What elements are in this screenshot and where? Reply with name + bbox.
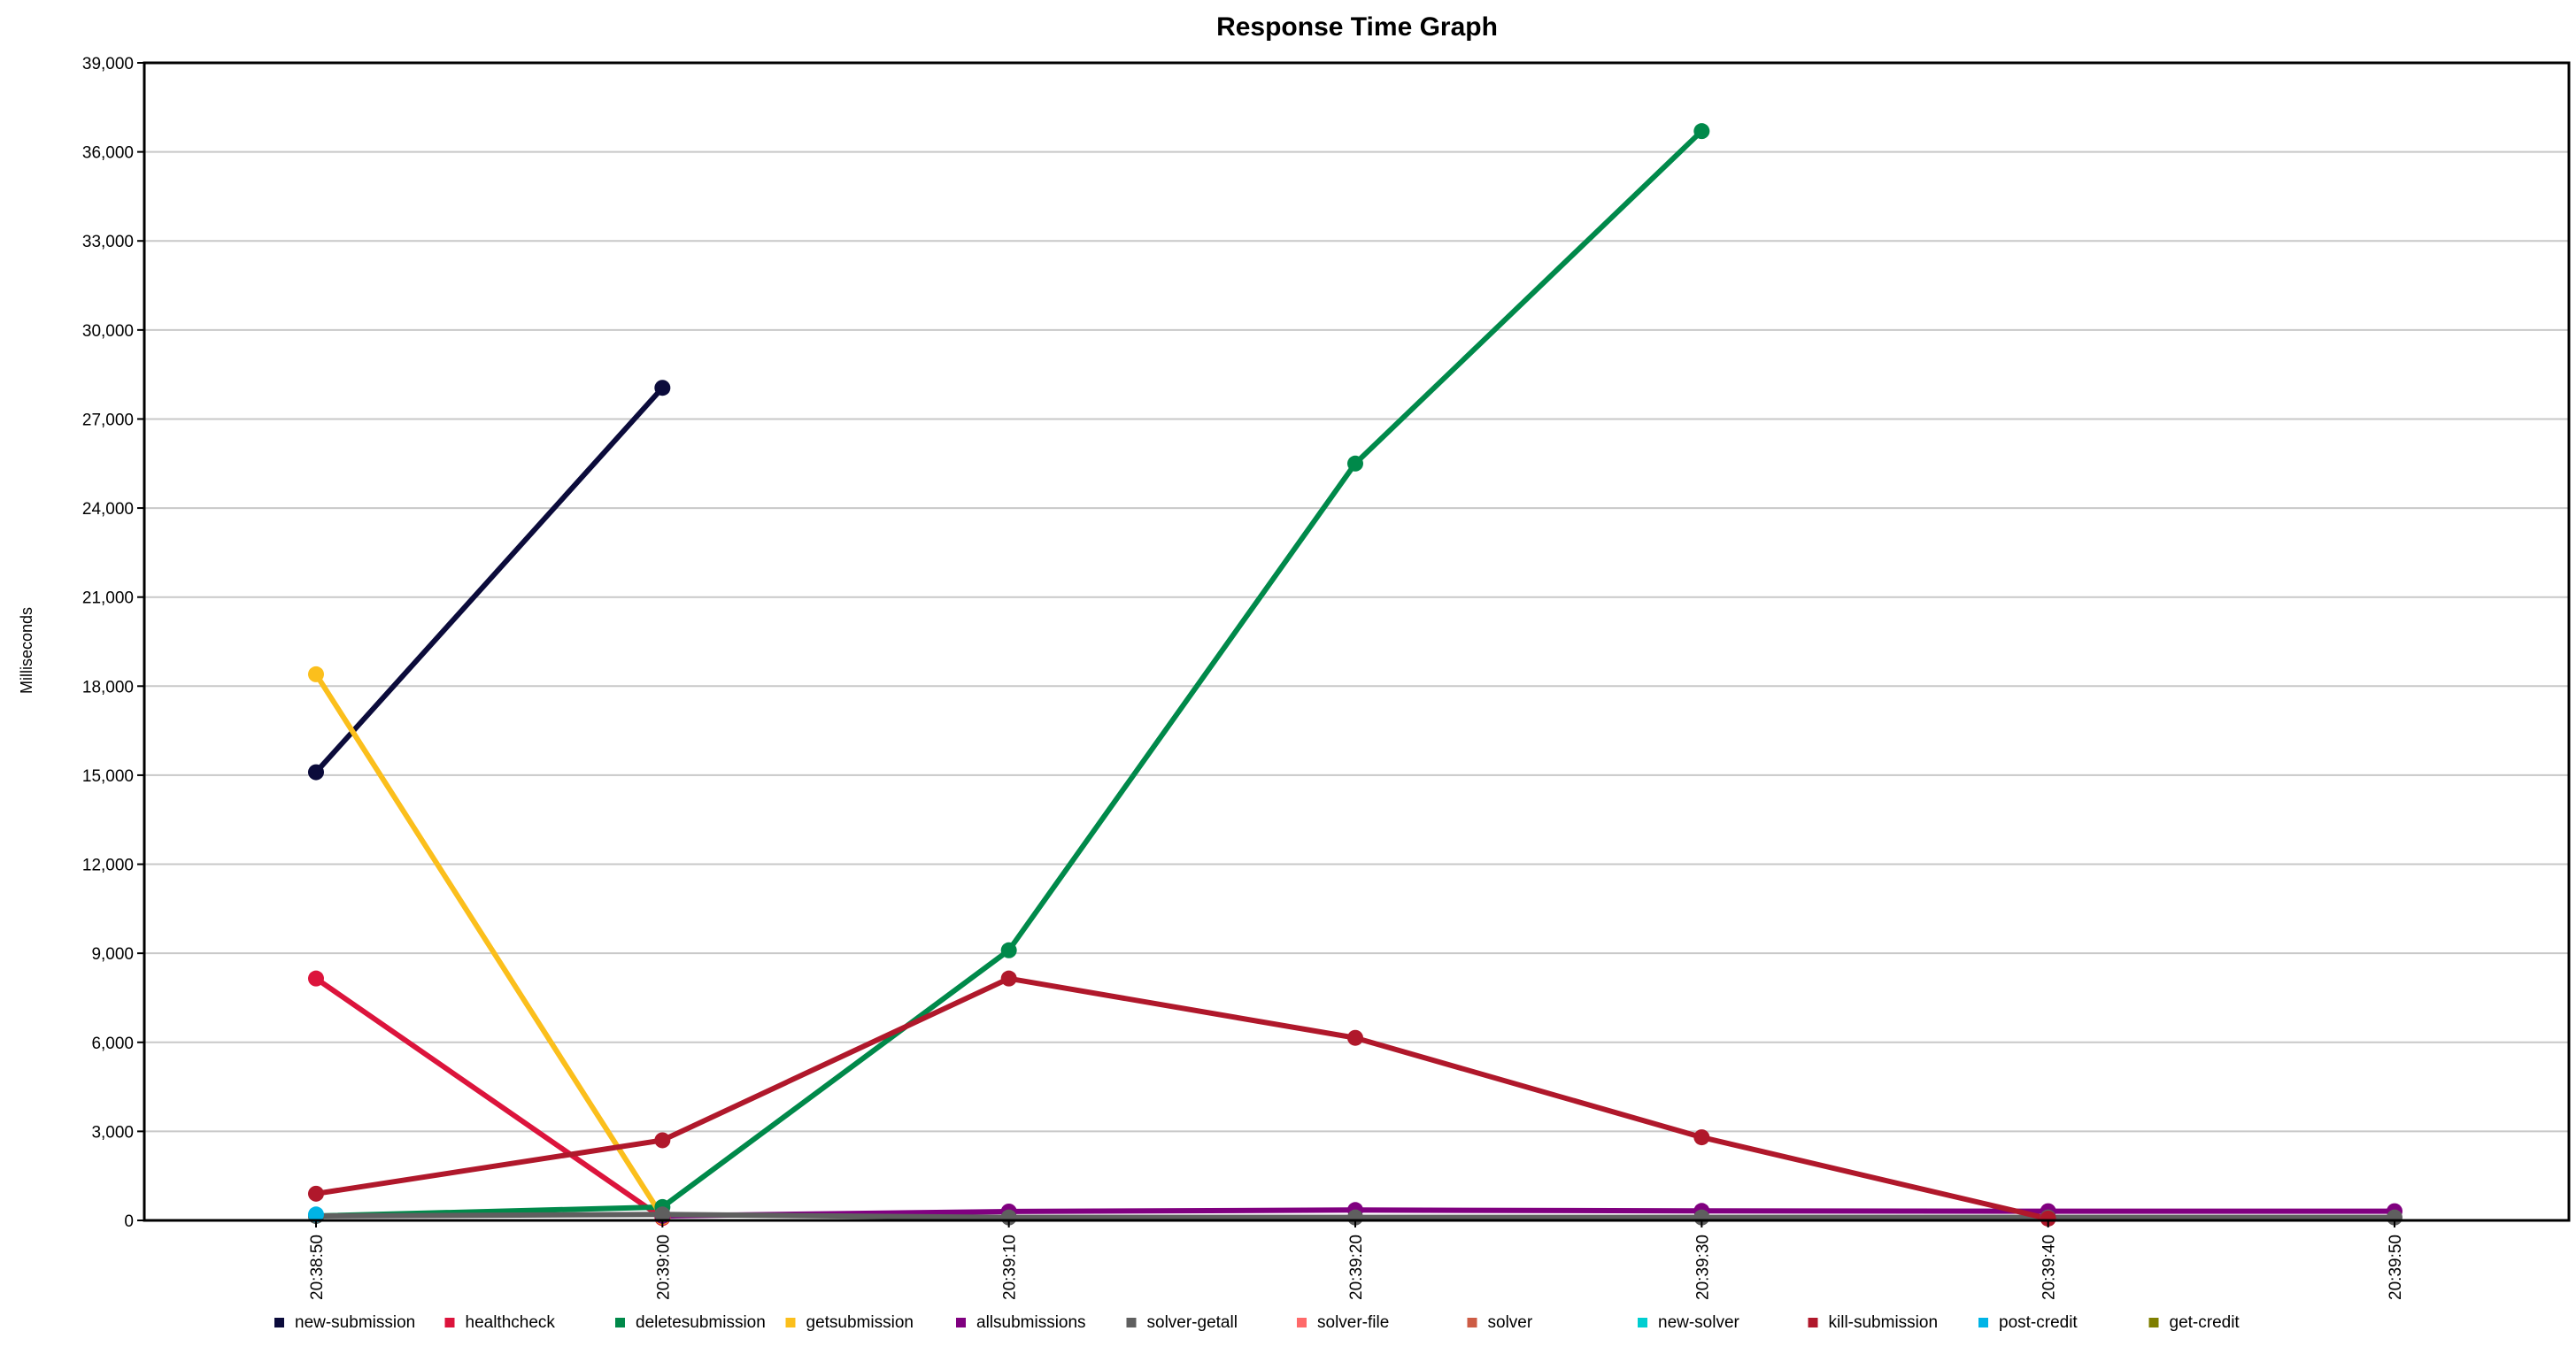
data-point-getsubmission: [308, 666, 324, 682]
legend-label-solver-file: solver-file: [1317, 1313, 1389, 1332]
legend-swatch-getsubmission: [785, 1318, 796, 1327]
legend-swatch-solver: [1467, 1318, 1477, 1327]
data-point-kill-submission: [1000, 970, 1017, 987]
x-tick-label: 20:39:30: [1693, 1235, 1712, 1300]
series-line-kill-submission: [313, 975, 2051, 1221]
y-tick-label: 15,000: [82, 767, 134, 786]
legend-swatch-get-credit: [2148, 1318, 2159, 1327]
data-point-kill-submission: [2040, 1210, 2056, 1227]
y-tick-label: 36,000: [82, 144, 134, 163]
chart-title: Response Time Graph: [1216, 12, 1498, 42]
x-tick-label: 20:39:20: [1347, 1235, 1366, 1300]
y-tick-label: 0: [124, 1212, 134, 1231]
legend-label-kill-submission: kill-submission: [1829, 1313, 1939, 1332]
legend-swatch-post-credit: [1978, 1318, 1988, 1327]
legend: new-submission healthcheck deletesubmissio…: [274, 1313, 2240, 1332]
series-line-healthcheck: [313, 975, 666, 1221]
y-tick-label: 30,000: [82, 322, 134, 341]
x-tick-label: 20:39:40: [2040, 1235, 2059, 1300]
series-points: [308, 123, 2402, 1227]
legend-label-deletesubmission: deletesubmission: [636, 1313, 766, 1332]
y-axis-label: Milliseconds: [18, 607, 35, 694]
legend-label-getsubmission: getsubmission: [806, 1313, 914, 1332]
y-tick-label: 9,000: [91, 945, 134, 964]
y-tick-label: 27,000: [82, 411, 134, 429]
data-point-new-submission: [654, 380, 671, 396]
series-line-new-submission: [313, 385, 666, 775]
x-axis-ticks: 20:38:50 20:39:00 20:39:10 20:39:20 20:39:30…: [308, 1220, 2405, 1300]
y-tick-label: 33,000: [82, 233, 134, 251]
legend-label-post-credit: post-credit: [1999, 1313, 2078, 1332]
x-tick-label: 20:39:00: [654, 1235, 673, 1300]
legend-label-get-credit: get-credit: [2170, 1313, 2241, 1332]
y-tick-label: 39,000: [82, 55, 134, 73]
legend-swatch-deletesubmission: [615, 1318, 625, 1327]
legend-swatch-solver-file: [1297, 1318, 1307, 1327]
data-point-new-submission: [308, 764, 324, 781]
legend-swatch-solver-getall: [1126, 1318, 1137, 1327]
series-lines: [313, 128, 2397, 1221]
legend-swatch-kill-submission: [1808, 1318, 1818, 1327]
legend-label-solver: solver: [1488, 1313, 1533, 1332]
legend-label-solver-getall: solver-getall: [1147, 1313, 1238, 1332]
x-tick-label: 20:39:50: [2387, 1235, 2405, 1300]
data-point-kill-submission: [308, 1185, 324, 1202]
x-tick-label: 20:39:10: [1001, 1235, 1020, 1300]
y-tick-label: 24,000: [82, 500, 134, 519]
legend-label-new-submission: new-submission: [295, 1313, 415, 1332]
data-point-solver-getall: [654, 1206, 671, 1223]
y-tick-label: 12,000: [82, 857, 134, 875]
data-point-kill-submission: [654, 1132, 671, 1149]
series-line-getsubmission: [313, 671, 666, 1220]
y-tick-label: 18,000: [82, 678, 134, 696]
legend-swatch-allsubmissions: [956, 1318, 966, 1327]
plot-area-frame: [143, 61, 2571, 1222]
data-point-post-credit: [308, 1206, 324, 1223]
data-point-deletesubmission: [1347, 455, 1363, 472]
legend-swatch-healthcheck: [444, 1318, 455, 1327]
y-tick-label: 3,000: [91, 1123, 134, 1142]
legend-label-new-solver: new-solver: [1658, 1313, 1740, 1332]
series-line-allsubmissions: [659, 1207, 2397, 1219]
legend-swatch-new-submission: [274, 1318, 284, 1327]
legend-swatch-new-solver: [1638, 1318, 1647, 1327]
legend-label-allsubmissions: allsubmissions: [976, 1313, 1086, 1332]
y-axis-ticks: 0 3,000 6,000 9,000 12,000 15,000 18,000 21,000…: [82, 55, 144, 1231]
data-point-kill-submission: [1347, 1029, 1363, 1046]
series-line-deletesubmission: [313, 128, 1705, 1219]
data-point-deletesubmission: [1000, 942, 1017, 958]
data-point-kill-submission: [1693, 1129, 1710, 1146]
gridlines: [144, 150, 2569, 1133]
data-point-healthcheck: [308, 970, 324, 987]
y-tick-label: 6,000: [91, 1035, 134, 1053]
y-tick-label: 21,000: [82, 589, 134, 608]
x-tick-label: 20:38:50: [308, 1235, 327, 1300]
legend-label-healthcheck: healthcheck: [466, 1313, 556, 1332]
data-point-deletesubmission: [1693, 123, 1710, 140]
